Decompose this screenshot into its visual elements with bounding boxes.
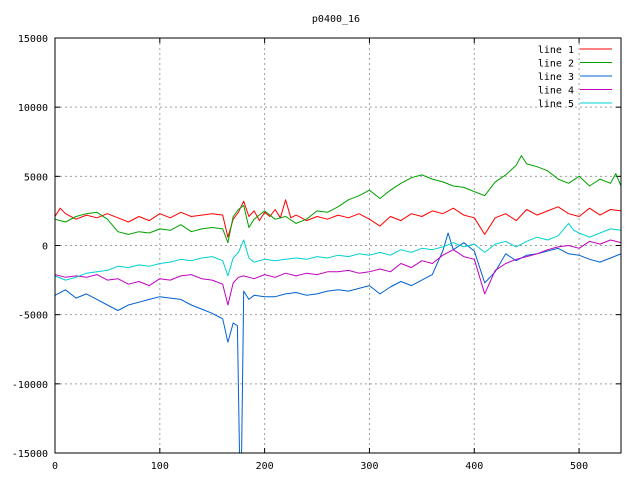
y-tick-label: 10000 [18,103,48,114]
axis-ticks: -15000 -10000 -5000 0 5000 10000 15000 0 100 200 3… [12,34,621,472]
x-tick-label: 400 [465,461,483,472]
legend-label: line 5 [538,99,574,110]
series-line-2 [55,155,621,244]
x-tick-label: 100 [151,461,169,472]
series-line-3 [55,232,621,453]
x-tick-label: 200 [256,461,274,472]
y-tick-label: -5000 [18,311,48,322]
plot-frame [54,37,622,454]
series-line-5 [55,222,621,281]
y-tick-label: 0 [42,242,48,253]
chart-title: p0400_16 [312,14,360,25]
legend-label: line 4 [538,86,574,97]
y-tick-label: -10000 [12,380,48,391]
x-tick-label: 500 [570,461,588,472]
y-tick-label: 5000 [24,172,48,183]
y-tick-label: 15000 [18,34,48,45]
x-tick-label: 300 [360,461,378,472]
series-line-1 [55,199,621,238]
legend-label: line 2 [538,59,574,70]
series-line-4 [55,239,621,306]
legend-label: line 1 [538,45,574,56]
x-tick-label: 0 [52,461,58,472]
grid-lines [55,38,621,453]
y-tick-label: -15000 [12,449,48,460]
series-lines [55,155,621,453]
legend-label: line 3 [538,72,574,83]
legend: line 1 line 2 line 3 line 4 line 5 [538,45,612,110]
